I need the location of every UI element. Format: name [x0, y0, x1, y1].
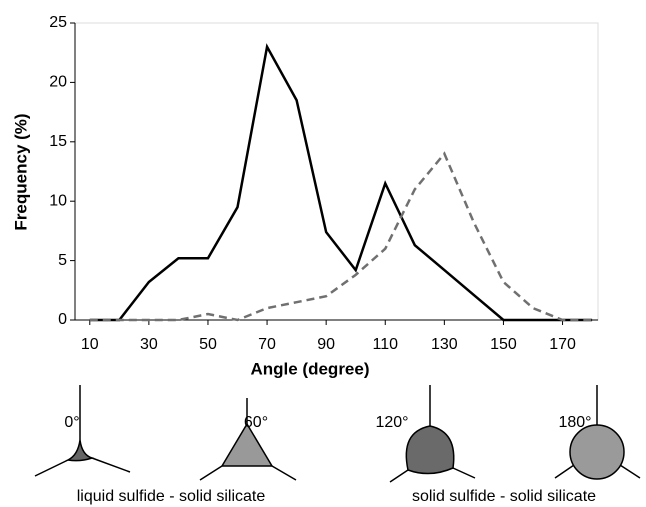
diagram-120: 120°	[375, 385, 476, 483]
diagram-0: 0°	[34, 385, 131, 477]
angle-label: 60°	[244, 414, 268, 431]
angle-label: 0°	[64, 414, 79, 431]
x-tick-label: 110	[372, 336, 398, 353]
x-tick-label: 130	[431, 336, 458, 353]
y-tick-label: 15	[49, 133, 67, 150]
angle-label: 180°	[558, 414, 591, 431]
y-tick-label: 5	[58, 252, 67, 269]
x-axis-label: Angle (degree)	[250, 359, 369, 378]
x-tick-label: 10	[81, 336, 99, 353]
diagram-60: 60°	[199, 398, 297, 481]
series-line	[89, 151, 593, 322]
x-tick-label: 90	[317, 336, 335, 353]
plot-frame	[74, 22, 599, 321]
y-tick-label: 10	[49, 192, 67, 209]
y-tick-label: 0	[58, 311, 67, 328]
angle-label: 120°	[375, 414, 408, 431]
caption: liquid sulfide - solid silicate	[77, 488, 266, 505]
diagram-180: 180°	[554, 385, 641, 480]
x-tick-label: 70	[258, 336, 276, 353]
y-tick-label: 20	[49, 74, 67, 91]
x-tick-label: 30	[140, 336, 158, 353]
x-tick-label: 150	[490, 336, 517, 353]
y-tick-label: 25	[49, 14, 67, 31]
y-axis-label: Frequency (%)	[11, 113, 30, 230]
x-tick-label: 170	[549, 336, 576, 353]
caption: solid sulfide - solid silicate	[412, 488, 596, 505]
x-tick-label: 50	[199, 336, 217, 353]
series-line	[89, 43, 593, 322]
